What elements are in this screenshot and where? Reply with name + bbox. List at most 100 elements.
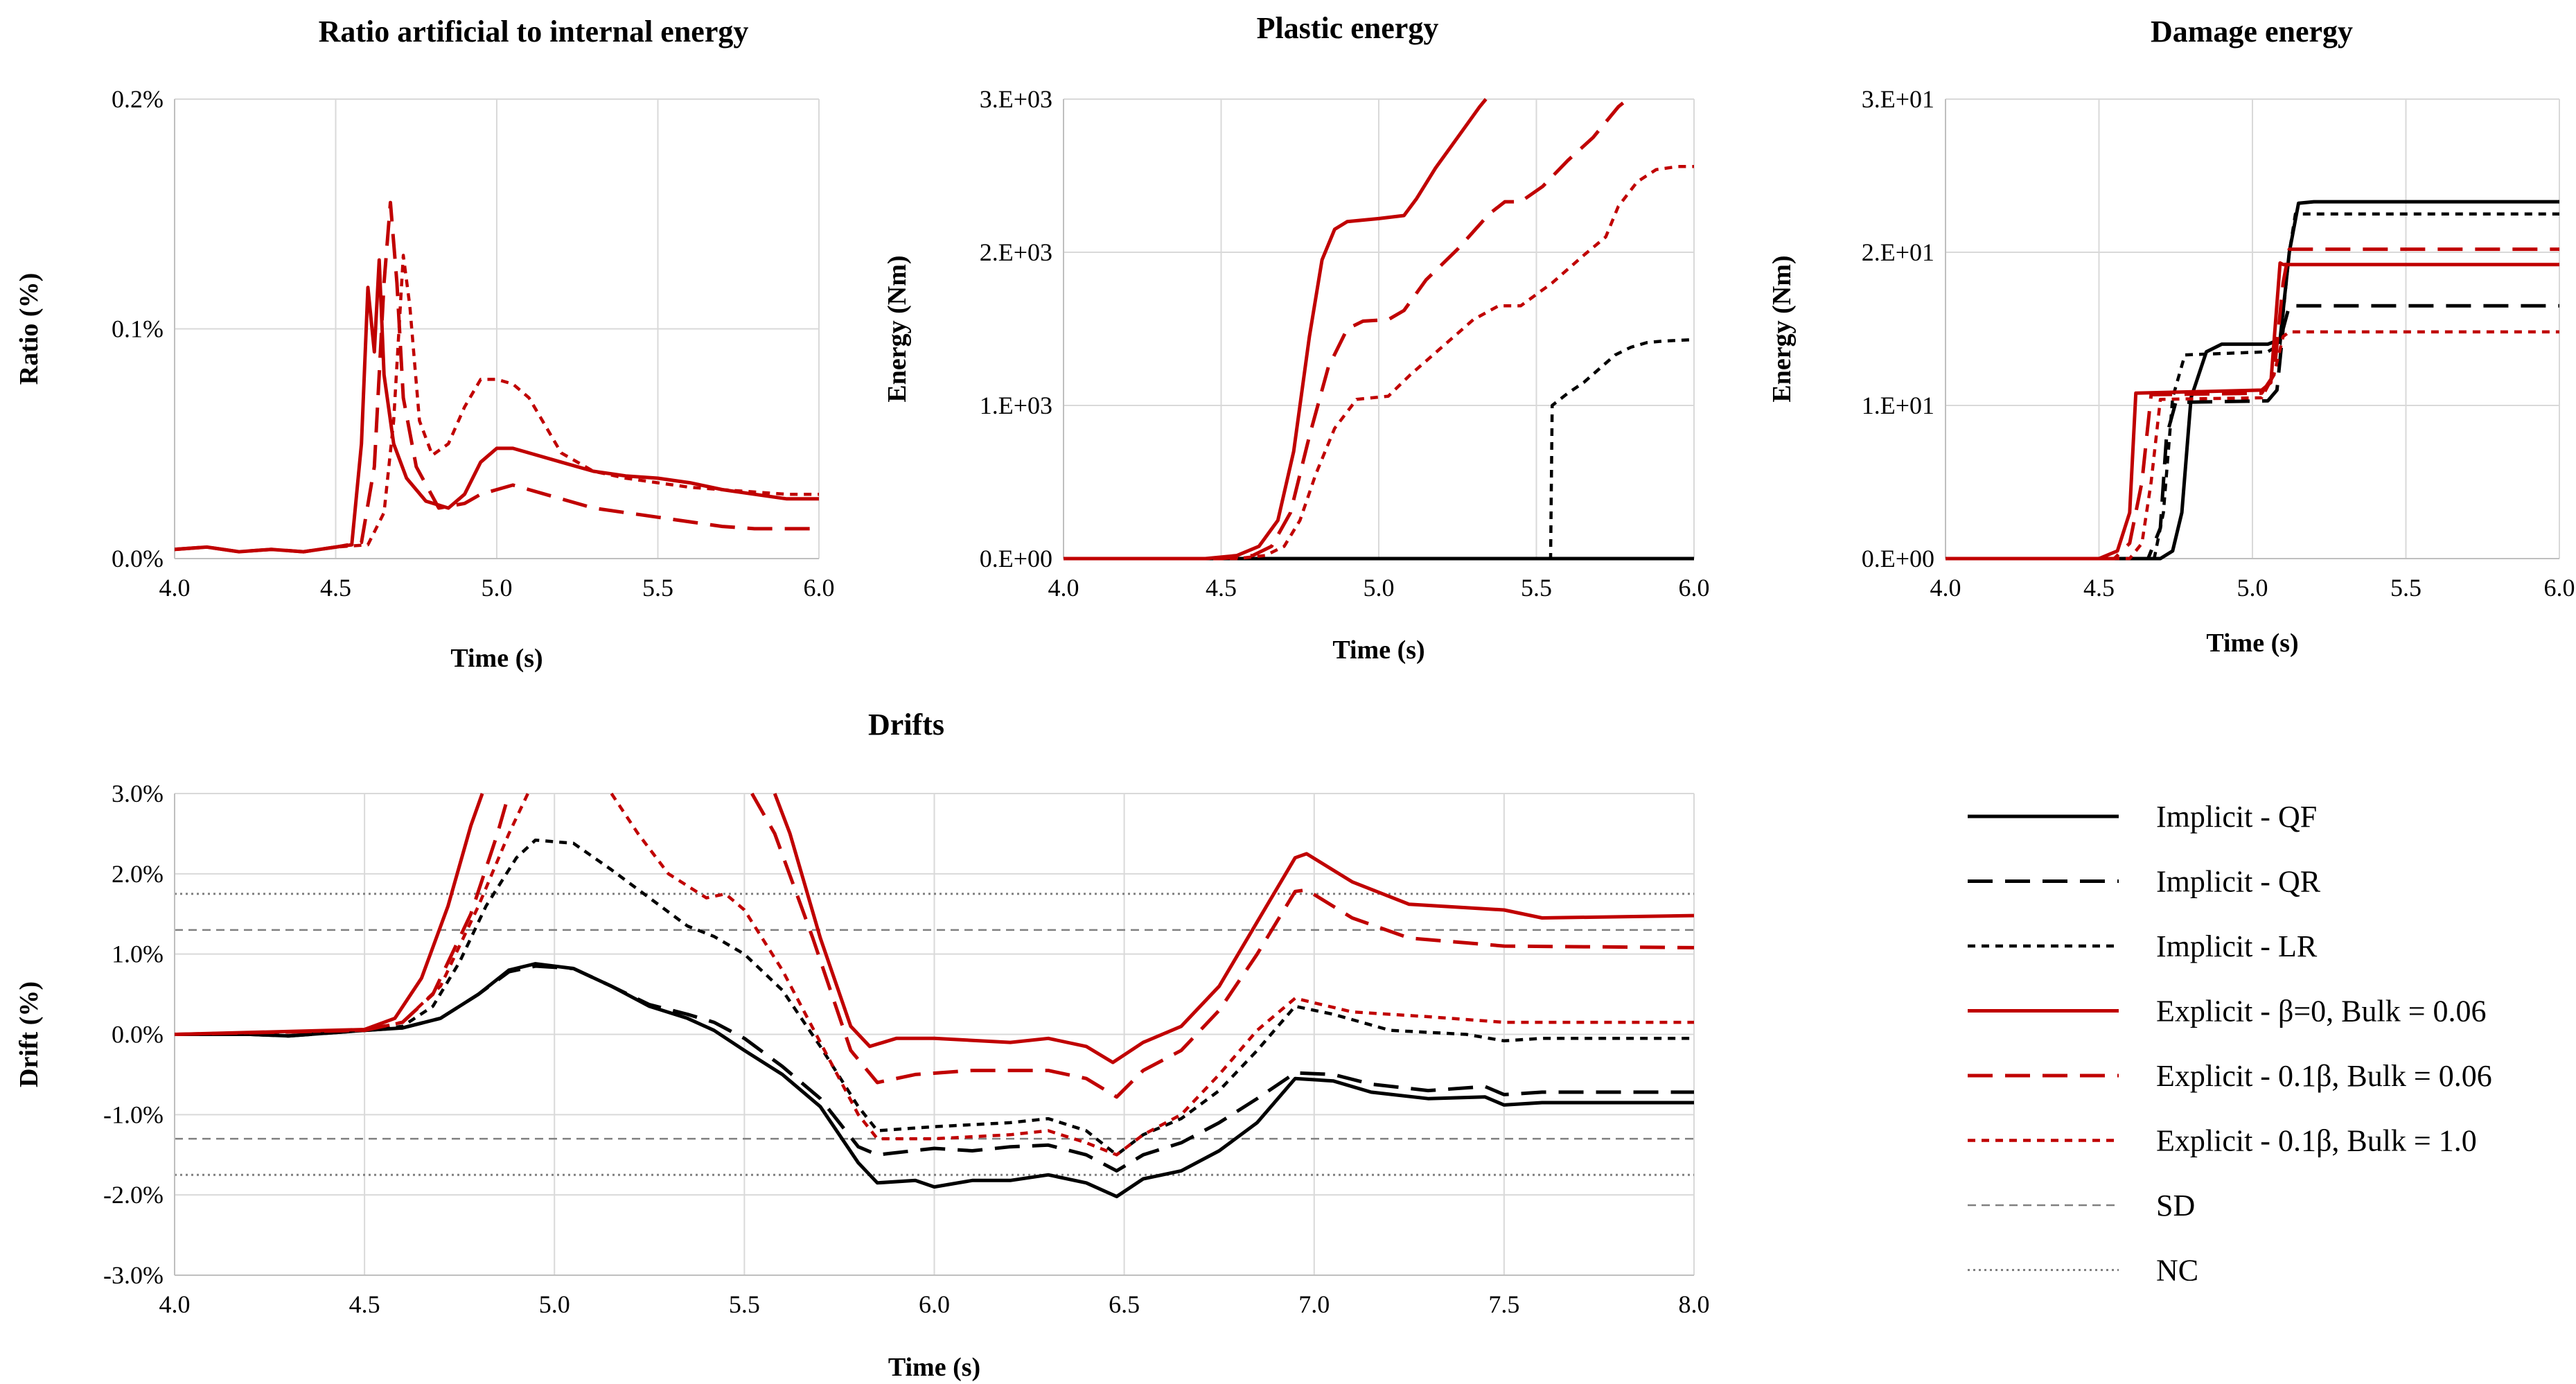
x-tick-label: 6.0 [804,574,835,602]
y-axis-label: Energy (Nm) [883,255,912,402]
series-line [1064,338,1694,561]
series-line [1946,261,2559,561]
x-tick-label: 4.0 [1930,574,1961,602]
series-line [1064,164,1694,561]
x-tick-label: 8.0 [1679,1290,1710,1318]
legend-item: SD [1968,1189,2195,1223]
x-tick-label: 5.5 [1521,574,1552,602]
x-tick-label: 4.5 [2083,574,2115,602]
chart-drifts: 4.0 4.5 5.0 5.5 6.0 6.5 7.0 7.5 8.0 -3.0% -2.0% -1.… [15,708,1710,1382]
x-tick-label: 5.5 [642,574,673,602]
series-line [610,792,1694,1157]
legend-item: NC [1968,1254,2198,1288]
x-tick-label: 4.0 [159,574,191,602]
y-tick-label: 0.1% [112,315,164,343]
y-tick-label: 2.E+03 [980,238,1052,266]
legend-item: Explicit - β=0, Bulk = 0.06 [1968,995,2487,1028]
legend-label: NC [2156,1254,2198,1288]
y-tick-label: 0.2% [112,85,164,113]
y-tick-label: 0.E+00 [980,545,1052,572]
series-group [175,200,819,554]
y-tick-label: 2.E+01 [1862,238,1934,266]
y-tick-label: -2.0% [103,1181,164,1209]
chart-title: Damage energy [2151,15,2353,49]
x-tick-label: 4.0 [1048,574,1079,602]
series-line [175,838,1694,1157]
x-tick-label: 6.0 [919,1290,950,1318]
series-line [1946,200,2559,561]
chart-title: Plastic energy [1257,11,1439,45]
series-line [1064,98,1629,561]
legend-item: Implicit - QF [1968,800,2317,834]
x-tick-label: 5.0 [2237,574,2268,602]
y-axis-label: Ratio (%) [15,273,44,385]
x-tick-label: 6.0 [2544,574,2575,602]
legend-item: Explicit - 0.1β, Bulk = 1.0 [1968,1124,2477,1158]
chart-damage: 4.0 4.5 5.0 5.5 6.0 0.E+00 1.E+01 2.E+01 3.E+01 D… [1767,15,2575,658]
x-tick-label: 6.0 [1679,574,1710,602]
y-tick-label: -1.0% [103,1101,164,1128]
legend-label: Implicit - QR [2156,865,2321,899]
y-axis-label: Drift (%) [15,981,44,1087]
legend-label: Implicit - QF [2156,800,2317,834]
x-axis-label: Time (s) [1332,636,1424,665]
x-axis-label: Time (s) [2206,629,2298,658]
series-line [175,254,819,554]
chart-title: Ratio artificial to internal energy [319,15,749,49]
legend-label: Implicit - LR [2156,929,2318,963]
y-tick-label: 3.E+03 [980,85,1052,113]
x-tick-label: 5.5 [2390,574,2421,602]
legend-label: Explicit - 0.1β, Bulk = 1.0 [2156,1124,2477,1158]
legend-label: Explicit - β=0, Bulk = 0.06 [2156,995,2487,1028]
y-tick-label: 3.0% [112,780,164,807]
legend-item: Implicit - QR [1968,865,2321,899]
series-line [1064,98,1488,561]
series-line [175,964,1694,1173]
y-tick-label: 1.0% [112,940,164,968]
x-tick-label: 4.5 [349,1290,380,1318]
chart-title: Drifts [868,708,944,742]
legend-label: Explicit - 0.1β, Bulk = 0.06 [2156,1059,2492,1093]
series-line [175,793,529,1036]
y-tick-label: 0.E+00 [1862,545,1934,572]
legend-item: Explicit - 0.1β, Bulk = 0.06 [1968,1059,2492,1093]
x-tick-label: 5.0 [1364,574,1395,602]
x-tick-label: 4.0 [159,1290,191,1318]
x-tick-label: 5.5 [729,1290,760,1318]
x-tick-label: 5.0 [482,574,513,602]
x-tick-label: 6.5 [1109,1290,1140,1318]
y-tick-label: 0.0% [112,1021,164,1049]
series-line [750,792,1694,1099]
series-line [175,793,484,1036]
series-line [1946,212,2559,561]
series-line [175,200,819,554]
legend-label: SD [2156,1189,2195,1223]
x-axis-label: Time (s) [450,644,542,673]
x-tick-label: 4.5 [320,574,351,602]
series-line [773,793,1694,1065]
x-tick-label: 4.5 [1206,574,1237,602]
y-tick-label: 2.0% [112,860,164,888]
series-line [175,793,511,1036]
y-axis-label: Energy (Nm) [1767,255,1797,402]
y-tick-label: -3.0% [103,1261,164,1289]
series-line [1946,304,2559,561]
x-tick-label: 7.0 [1298,1290,1330,1318]
x-tick-label: 7.5 [1488,1290,1519,1318]
series-line [1946,247,2559,561]
series-group [1946,200,2559,561]
series-line [1946,330,2559,561]
y-tick-label: 3.E+01 [1862,85,1934,113]
series-group [175,792,1694,1198]
x-axis-label: Time (s) [888,1353,980,1382]
legend: Implicit - QF Implicit - QR Implicit - LR E… [1968,800,2492,1288]
x-tick-label: 5.0 [539,1290,570,1318]
y-tick-label: 1.E+03 [980,392,1052,419]
series-group [1064,98,1694,561]
chart-plastic: 4.0 4.5 5.0 5.5 6.0 0.E+00 1.E+03 2.E+03 3.E+03 P… [883,11,1710,665]
y-tick-label: 1.E+01 [1862,392,1934,419]
legend-item: Implicit - LR [1968,929,2318,963]
y-tick-label: 0.0% [112,545,164,572]
chart-ratio: 4.0 4.5 5.0 5.5 6.0 0.0% 0.1% 0.2% Ratio artific… [15,15,835,673]
